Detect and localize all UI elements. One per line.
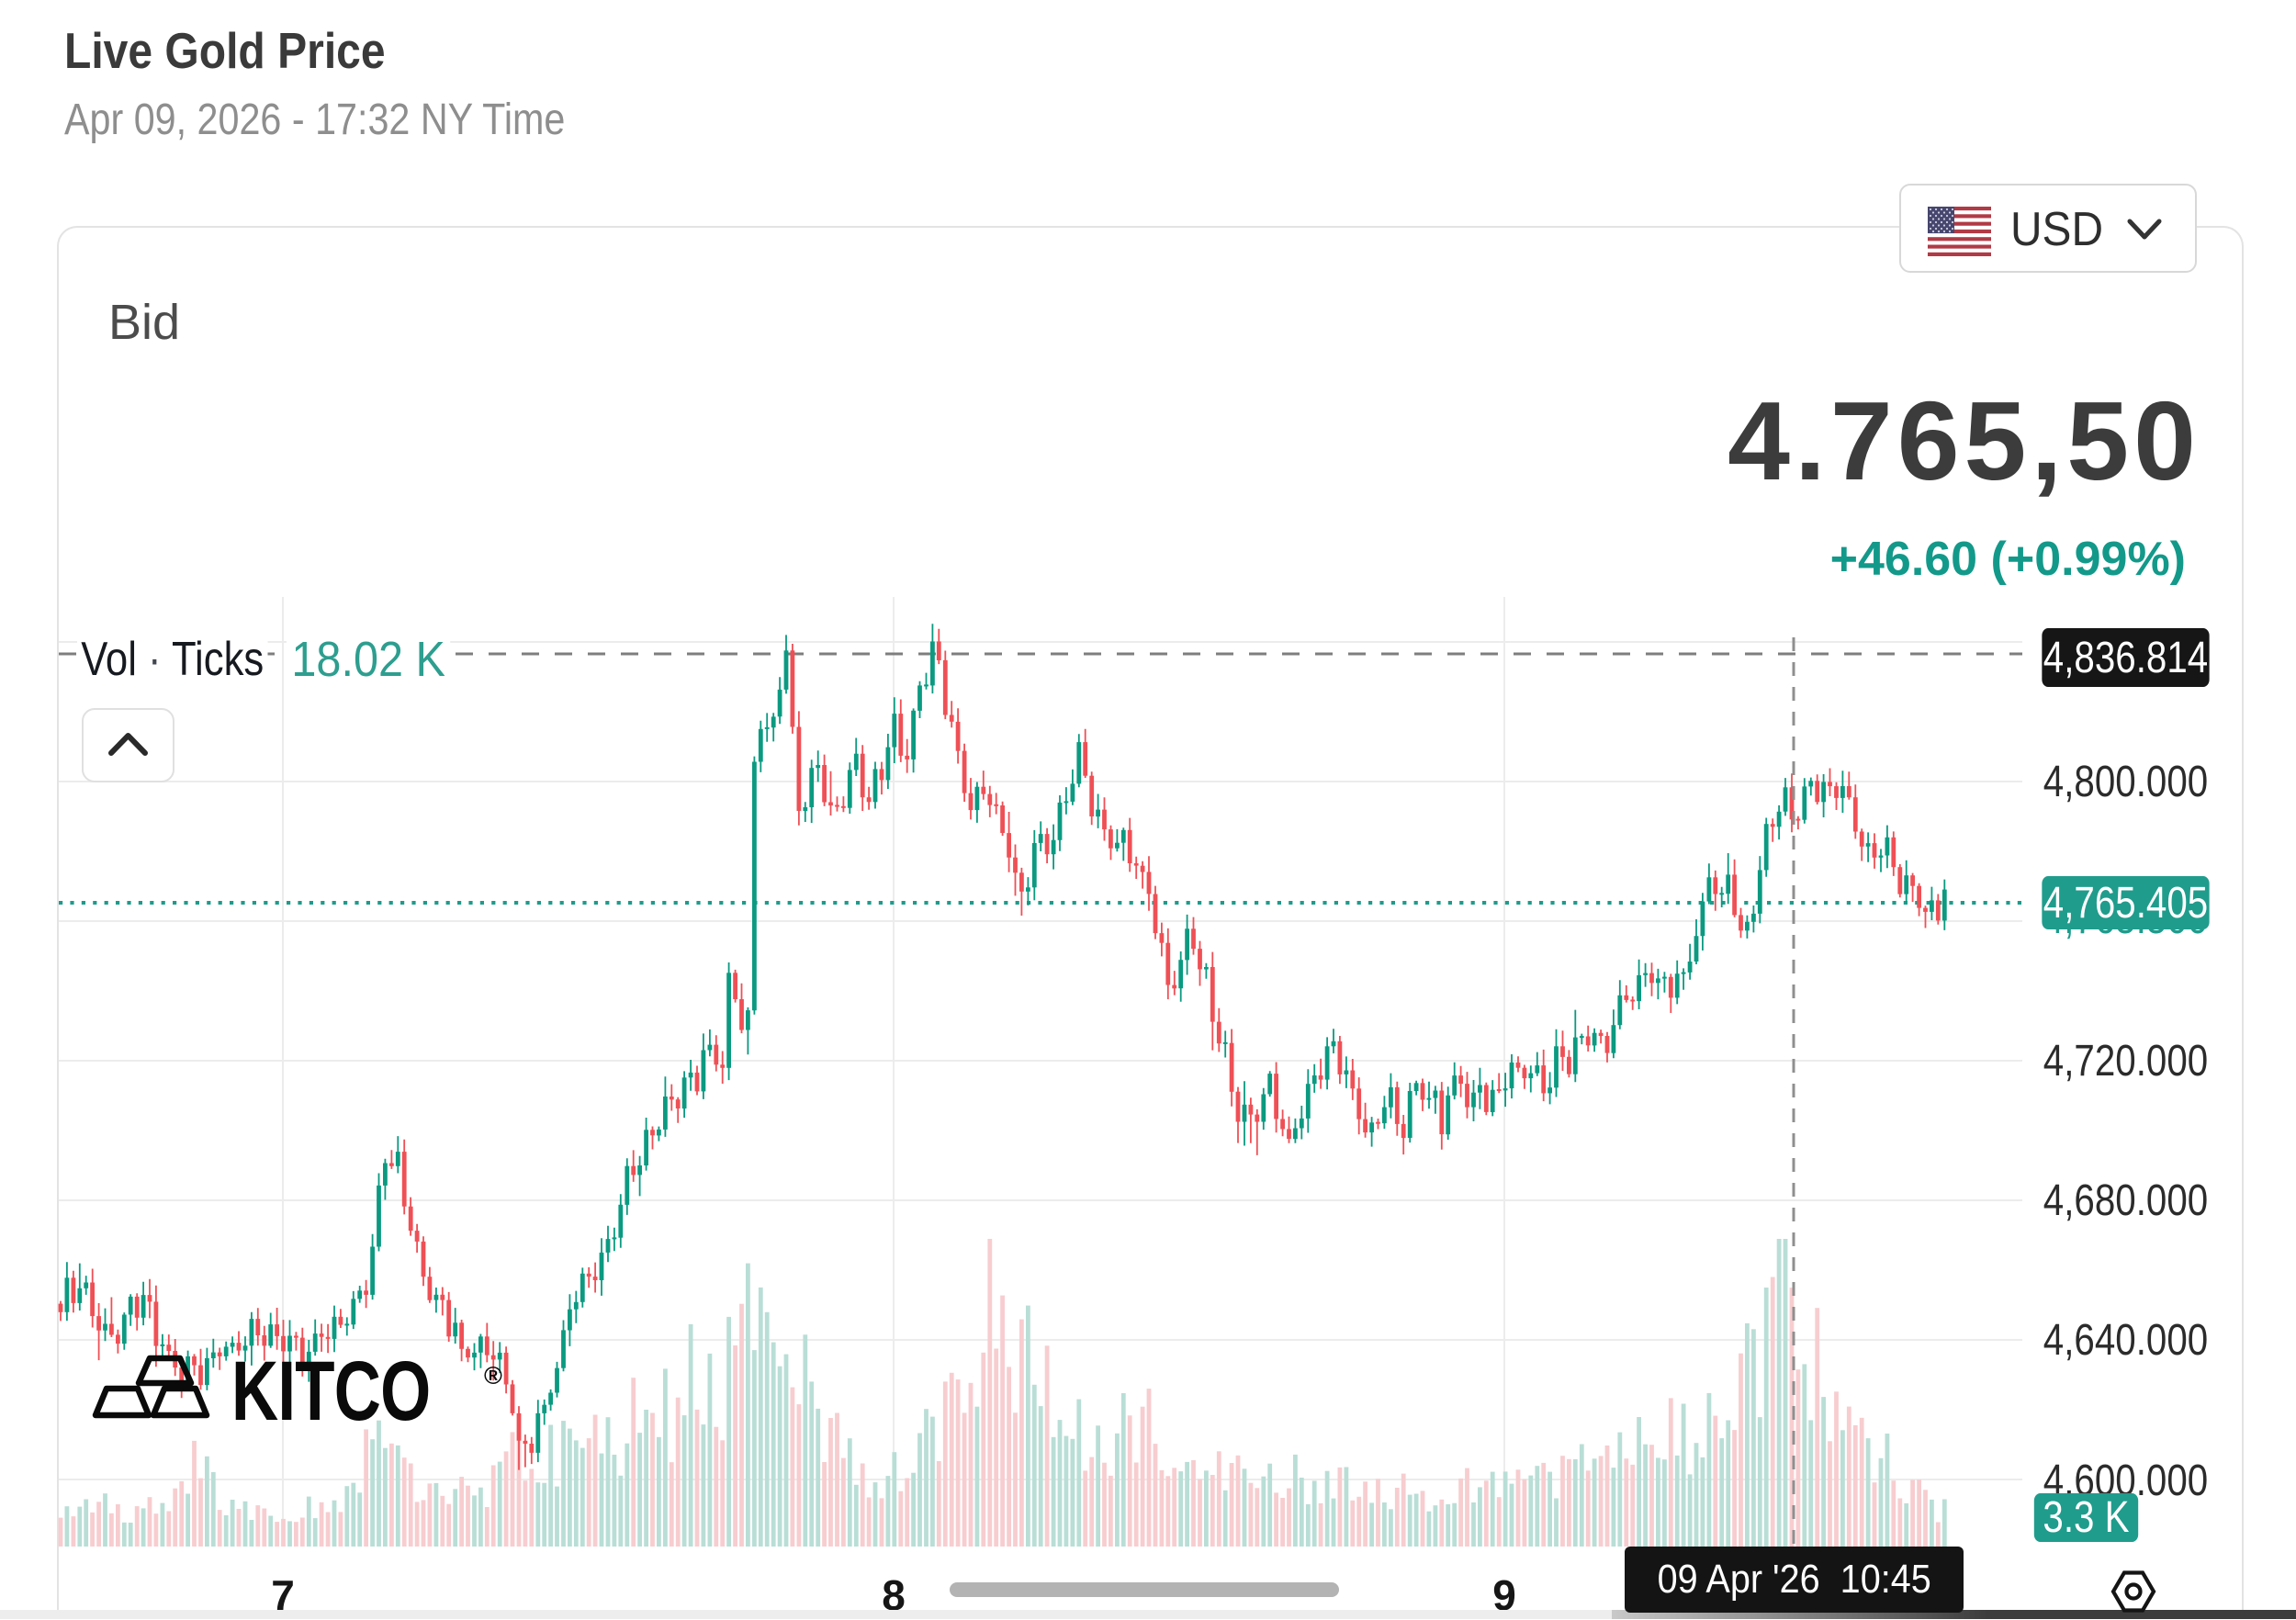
svg-text:KITCO: KITCO — [231, 1344, 430, 1438]
svg-text:®: ® — [484, 1362, 502, 1389]
